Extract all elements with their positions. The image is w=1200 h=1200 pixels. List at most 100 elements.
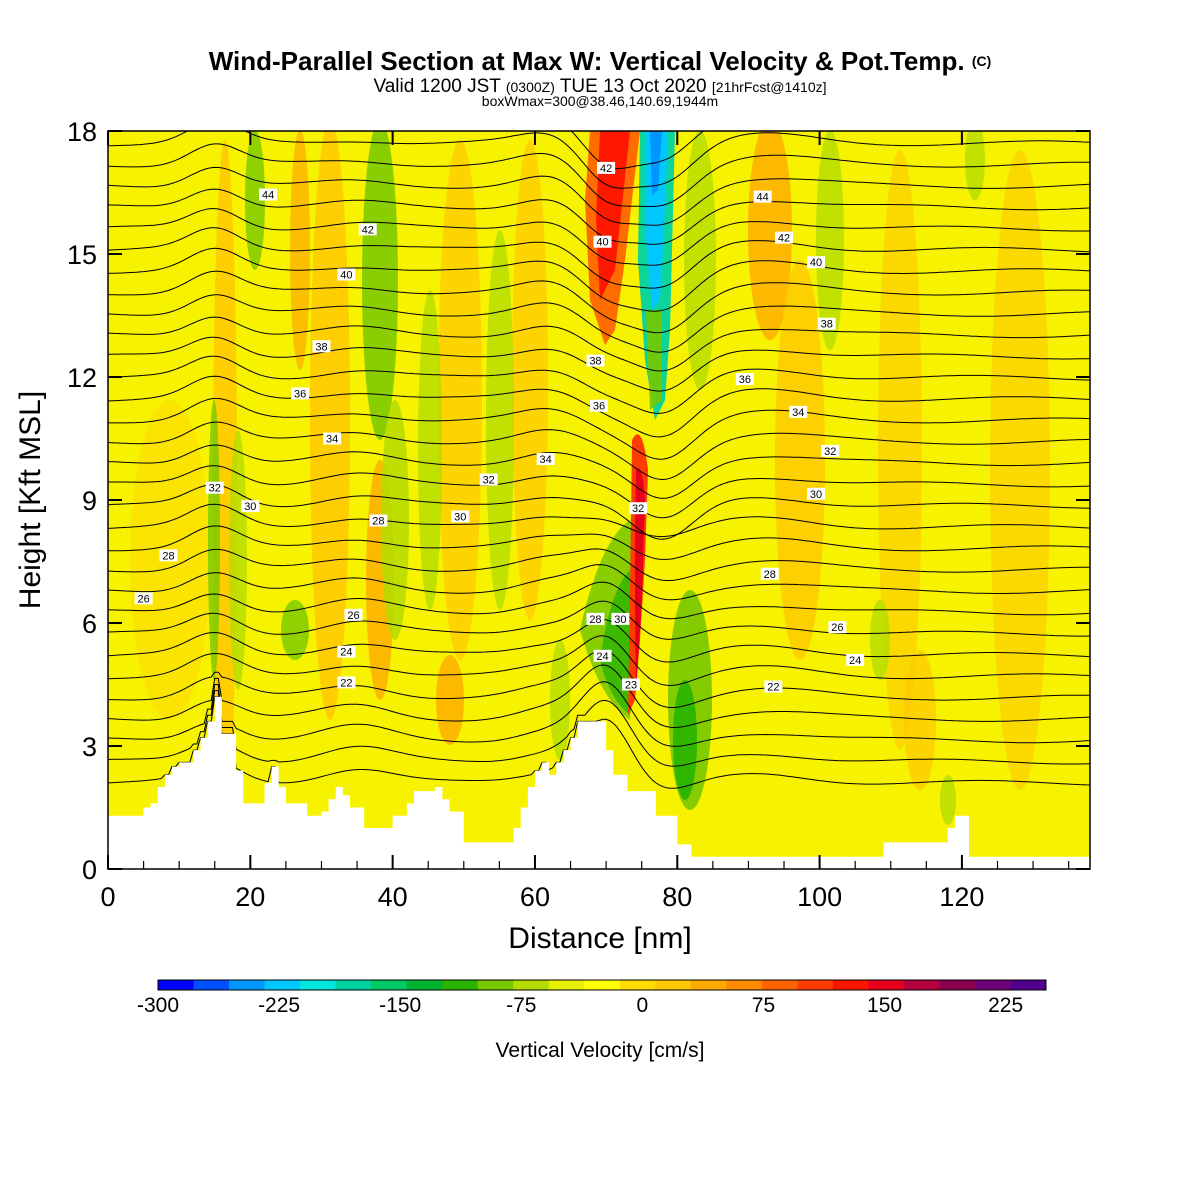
y-tick-label: 3 — [82, 732, 97, 762]
theta-isoline — [108, 247, 1090, 312]
theta-isoline — [108, 336, 1090, 392]
theta-isoline — [108, 227, 1090, 289]
colorbar-swatch — [868, 980, 905, 990]
contour-label: 26 — [137, 593, 149, 605]
colorbar-swatch — [903, 980, 940, 990]
contour-label: 38 — [315, 341, 327, 353]
colorbar-tick-label: -300 — [137, 994, 179, 1017]
colorbar-swatch — [193, 980, 230, 990]
theta-isoline — [570, 131, 705, 170]
colorbar-tick-label: 225 — [988, 994, 1023, 1017]
x-tick-label: 120 — [939, 882, 984, 912]
contour-label-bg — [369, 514, 388, 527]
velocity-band — [362, 131, 398, 440]
contour-label-bg — [611, 612, 630, 625]
colorbar-tick-label: -150 — [379, 994, 421, 1017]
contour-label: 38 — [589, 356, 601, 368]
velocity-band — [418, 290, 442, 610]
colorbar-swatch — [832, 980, 869, 990]
velocity-band — [281, 600, 309, 660]
theta-isoline — [108, 131, 1090, 189]
colorbar-swatch — [158, 980, 195, 990]
velocity-band — [870, 600, 890, 680]
colorbar-swatch — [690, 980, 727, 990]
theta-isoline — [108, 143, 1090, 207]
colorbar-tick-label: -225 — [258, 994, 300, 1017]
colorbar-tick-label: 75 — [752, 994, 775, 1017]
contour-label: 30 — [244, 501, 256, 513]
contour-label-bg — [593, 649, 612, 662]
theta-isoline — [108, 316, 1090, 372]
velocity-band — [550, 640, 570, 760]
contour-label-bg — [323, 432, 342, 445]
theta-isoline — [108, 355, 1090, 414]
colorbar-swatch — [442, 980, 479, 990]
contour-label: 36 — [294, 388, 306, 400]
contour-label: 36 — [739, 374, 751, 386]
y-tick-label: 9 — [82, 486, 97, 516]
velocity-band — [486, 230, 514, 610]
chart-subtitle2: boxWmax=300@38.46,140.69,1944m — [482, 93, 718, 109]
theta-isoline — [108, 465, 1090, 519]
contour-label-bg — [337, 676, 356, 689]
x-tick-label: 0 — [100, 882, 115, 912]
colorbar-swatch — [513, 980, 550, 990]
velocity-band — [684, 131, 716, 390]
colorbar-swatch — [229, 980, 266, 990]
colorbar — [157, 979, 1047, 991]
x-tick-label: 100 — [797, 882, 842, 912]
contour-label-bg — [259, 188, 278, 201]
contour-label-bg — [451, 510, 470, 523]
velocity-band — [878, 150, 922, 750]
colorbar-tick-labels: -300 -225 -150 -75 0 75 150 225 — [137, 994, 1023, 1017]
theta-isoline — [108, 294, 1090, 353]
theta-isoline — [108, 270, 1090, 334]
contour-label: 22 — [340, 677, 352, 689]
velocity-band — [512, 140, 548, 620]
contour-label: 28 — [372, 516, 384, 528]
theta-isoline — [108, 208, 1090, 266]
contour-label-bg — [586, 612, 605, 625]
contour-label-bg — [134, 592, 153, 605]
contour-label-bg — [358, 223, 377, 236]
contour-label: 42 — [600, 163, 612, 175]
colorbar-swatch — [300, 980, 337, 990]
colorbar-swatch — [974, 980, 1011, 990]
theta-isoline — [108, 398, 1090, 460]
colorbar-tick-label: 150 — [867, 994, 902, 1017]
velocity-band — [310, 131, 350, 720]
contour-label-bg — [629, 502, 648, 515]
colorbar-swatch — [406, 980, 443, 990]
contour-label-bg — [159, 549, 178, 562]
contour-label: 40 — [596, 237, 608, 249]
contour-label-bg — [817, 317, 836, 330]
contour-label: 42 — [778, 233, 790, 245]
contour-label-bg — [597, 161, 616, 174]
theta-isoline — [108, 421, 1090, 481]
contour-label-bg — [789, 405, 808, 418]
contour-label: 34 — [540, 454, 552, 466]
colorbar-swatch — [619, 980, 656, 990]
plot-area — [108, 131, 1090, 869]
theta-isoline — [108, 581, 1090, 620]
contour-label-bg — [479, 473, 498, 486]
colorbar-swatch — [1010, 980, 1047, 990]
contour-label-bg — [590, 399, 608, 412]
velocity-band — [245, 131, 265, 270]
contour-label-bg — [807, 256, 826, 269]
x-axis-label: Distance [nm] — [508, 922, 691, 955]
theta-contours — [108, 131, 1090, 789]
contour-label-bg — [312, 340, 331, 353]
contour-label: 23 — [625, 680, 637, 692]
contour-label: 32 — [632, 503, 644, 515]
downdraft-core — [646, 310, 662, 410]
contour-label: 28 — [764, 569, 776, 581]
colorbar-tick-label: -75 — [506, 994, 536, 1017]
contour-label: 40 — [810, 257, 822, 269]
velocity-band — [381, 400, 409, 640]
x-tick-label: 60 — [520, 882, 550, 912]
x-tick-label: 20 — [235, 882, 265, 912]
chart-subtitle: Valid 1200 JST (0300Z) TUE 13 Oct 2020 [… — [373, 76, 826, 97]
theta-isoline — [108, 664, 1090, 729]
